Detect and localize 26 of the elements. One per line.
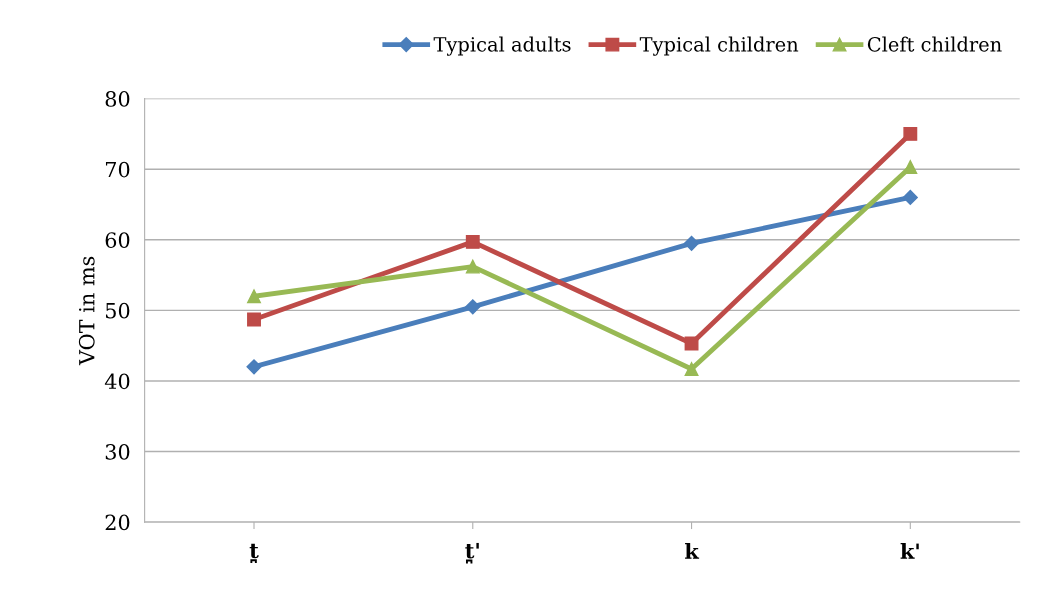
point [903, 126, 918, 141]
y-tick-label: 50 [106, 302, 130, 319]
legend-label: Cleft children [867, 36, 1002, 52]
point [465, 259, 480, 274]
x-tick-label: t̪ [249, 543, 259, 564]
y-tick-label: 80 [105, 91, 130, 107]
legend-label: Typical adults [433, 36, 571, 56]
x-tick-label: k' [900, 542, 919, 559]
point [465, 299, 481, 315]
point [247, 289, 261, 304]
point [684, 362, 699, 376]
x-tick-label: t̪' [465, 542, 479, 564]
y-tick-label: 40 [104, 373, 130, 390]
point [247, 312, 261, 327]
legend-label: Typical children [639, 36, 799, 56]
y-tick-label: 20 [105, 514, 130, 531]
point [246, 359, 262, 375]
y-axis-title: VOT in ms [78, 256, 95, 366]
y-tick-label: 30 [105, 443, 130, 460]
point [903, 160, 918, 175]
point [465, 234, 480, 249]
y-tick-label: 60 [105, 232, 130, 248]
point [902, 189, 918, 206]
x-tick-label: k [685, 542, 700, 559]
y-tick-label: 70 [105, 161, 130, 178]
point [683, 235, 700, 251]
